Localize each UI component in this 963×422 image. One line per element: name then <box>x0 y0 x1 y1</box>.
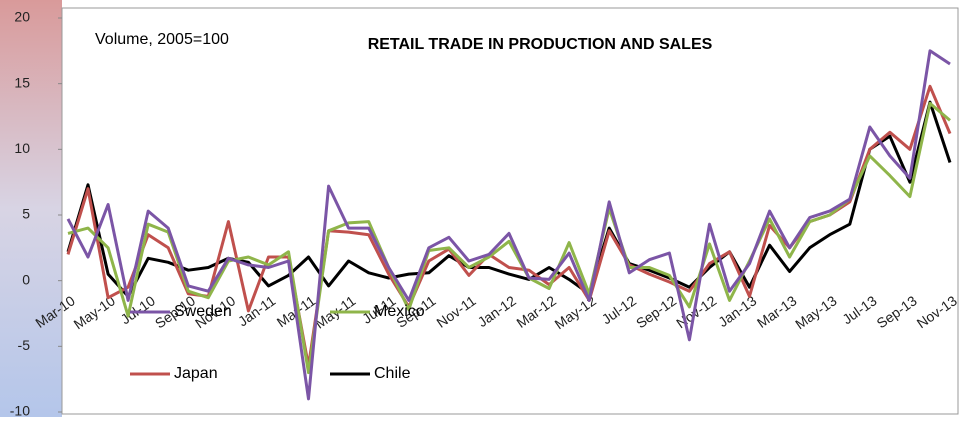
plot-area <box>61 7 959 415</box>
series-line <box>67 101 951 375</box>
legend-label: Chile <box>374 365 411 382</box>
axis-strip <box>0 0 62 417</box>
series-line <box>66 100 952 298</box>
y-tick-label: 15 <box>14 74 30 90</box>
chart-title: RETAIL TRADE IN PRODUCTION AND SALES <box>368 36 713 53</box>
y-tick-label: 0 <box>22 271 30 287</box>
y-tick-label: 20 <box>14 9 30 25</box>
y-tick-label: -5 <box>18 337 31 353</box>
legend-label: Mexico <box>374 303 425 320</box>
y-tick-label: 10 <box>14 140 30 156</box>
legend-label: Japan <box>174 365 218 382</box>
y-tick-label: -10 <box>10 403 30 417</box>
legend-label: Sweden <box>174 303 232 320</box>
subtitle: Volume, 2005=100 <box>95 31 229 48</box>
series-line <box>66 49 951 401</box>
y-tick-label: 5 <box>22 206 30 222</box>
